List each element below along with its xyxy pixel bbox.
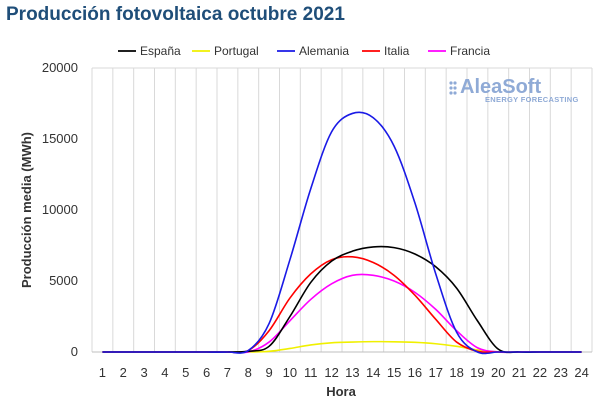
y-tick-label: 15000 bbox=[42, 131, 78, 146]
x-tick-label: 24 bbox=[574, 365, 588, 380]
y-tick-label: 5000 bbox=[49, 273, 78, 288]
legend: España Portugal Alemania Italia Francia bbox=[118, 44, 490, 58]
y-tick-label: 10000 bbox=[42, 202, 78, 217]
x-tick-label: 12 bbox=[324, 365, 338, 380]
x-axis-title: Hora bbox=[326, 384, 356, 399]
x-tick-label: 8 bbox=[245, 365, 252, 380]
y-axis-ticks: 0 5000 10000 15000 20000 bbox=[42, 60, 78, 359]
y-tick-label: 20000 bbox=[42, 60, 78, 75]
x-tick-label: 13 bbox=[345, 365, 359, 380]
x-tick-label: 11 bbox=[304, 365, 318, 380]
x-tick-label: 22 bbox=[533, 365, 547, 380]
x-tick-label: 1 bbox=[99, 365, 106, 380]
x-tick-label: 6 bbox=[203, 365, 210, 380]
logo-name: AleaSoft bbox=[460, 76, 541, 98]
chart-title: Producción fotovoltaica octubre 2021 bbox=[6, 4, 345, 25]
x-tick-label: 23 bbox=[554, 365, 568, 380]
x-tick-label: 17 bbox=[429, 365, 443, 380]
legend-label-alemania: Alemania bbox=[299, 44, 349, 58]
series-lines bbox=[102, 111, 582, 355]
legend-label-italia: Italia bbox=[384, 44, 410, 58]
x-tick-label: 10 bbox=[283, 365, 297, 380]
x-tick-label: 16 bbox=[408, 365, 422, 380]
x-tick-label: 21 bbox=[512, 365, 526, 380]
y-tick-label: 0 bbox=[71, 344, 78, 359]
legend-label-espana: España bbox=[140, 44, 181, 58]
legend-label-portugal: Portugal bbox=[214, 44, 259, 58]
grid-lines bbox=[91, 67, 593, 353]
x-tick-label: 18 bbox=[449, 365, 463, 380]
x-tick-label: 2 bbox=[120, 365, 127, 380]
x-tick-label: 5 bbox=[182, 365, 189, 380]
x-tick-label: 19 bbox=[470, 365, 484, 380]
logo-dots-icon bbox=[449, 81, 457, 95]
x-tick-label: 15 bbox=[387, 365, 401, 380]
x-tick-label: 14 bbox=[366, 365, 380, 380]
series-line-alemania bbox=[102, 111, 582, 355]
x-tick-label: 4 bbox=[161, 365, 168, 380]
x-tick-label: 20 bbox=[491, 365, 505, 380]
aleasoft-logo: AleaSoft ENERGY FORECASTING bbox=[449, 76, 578, 104]
x-tick-label: 7 bbox=[224, 365, 231, 380]
legend-label-francia: Francia bbox=[450, 44, 490, 58]
x-axis-ticks: 1 2 3 4 5 6 7 8 9 10 11 12 13 14 15 16 17 18 19 20 21 22 23 24 bbox=[99, 365, 589, 380]
x-tick-label: 9 bbox=[265, 365, 272, 380]
y-axis-title: Producción media (MWh) bbox=[19, 132, 34, 288]
logo-tagline: ENERGY FORECASTING bbox=[485, 95, 579, 104]
x-tick-label: 3 bbox=[140, 365, 147, 380]
